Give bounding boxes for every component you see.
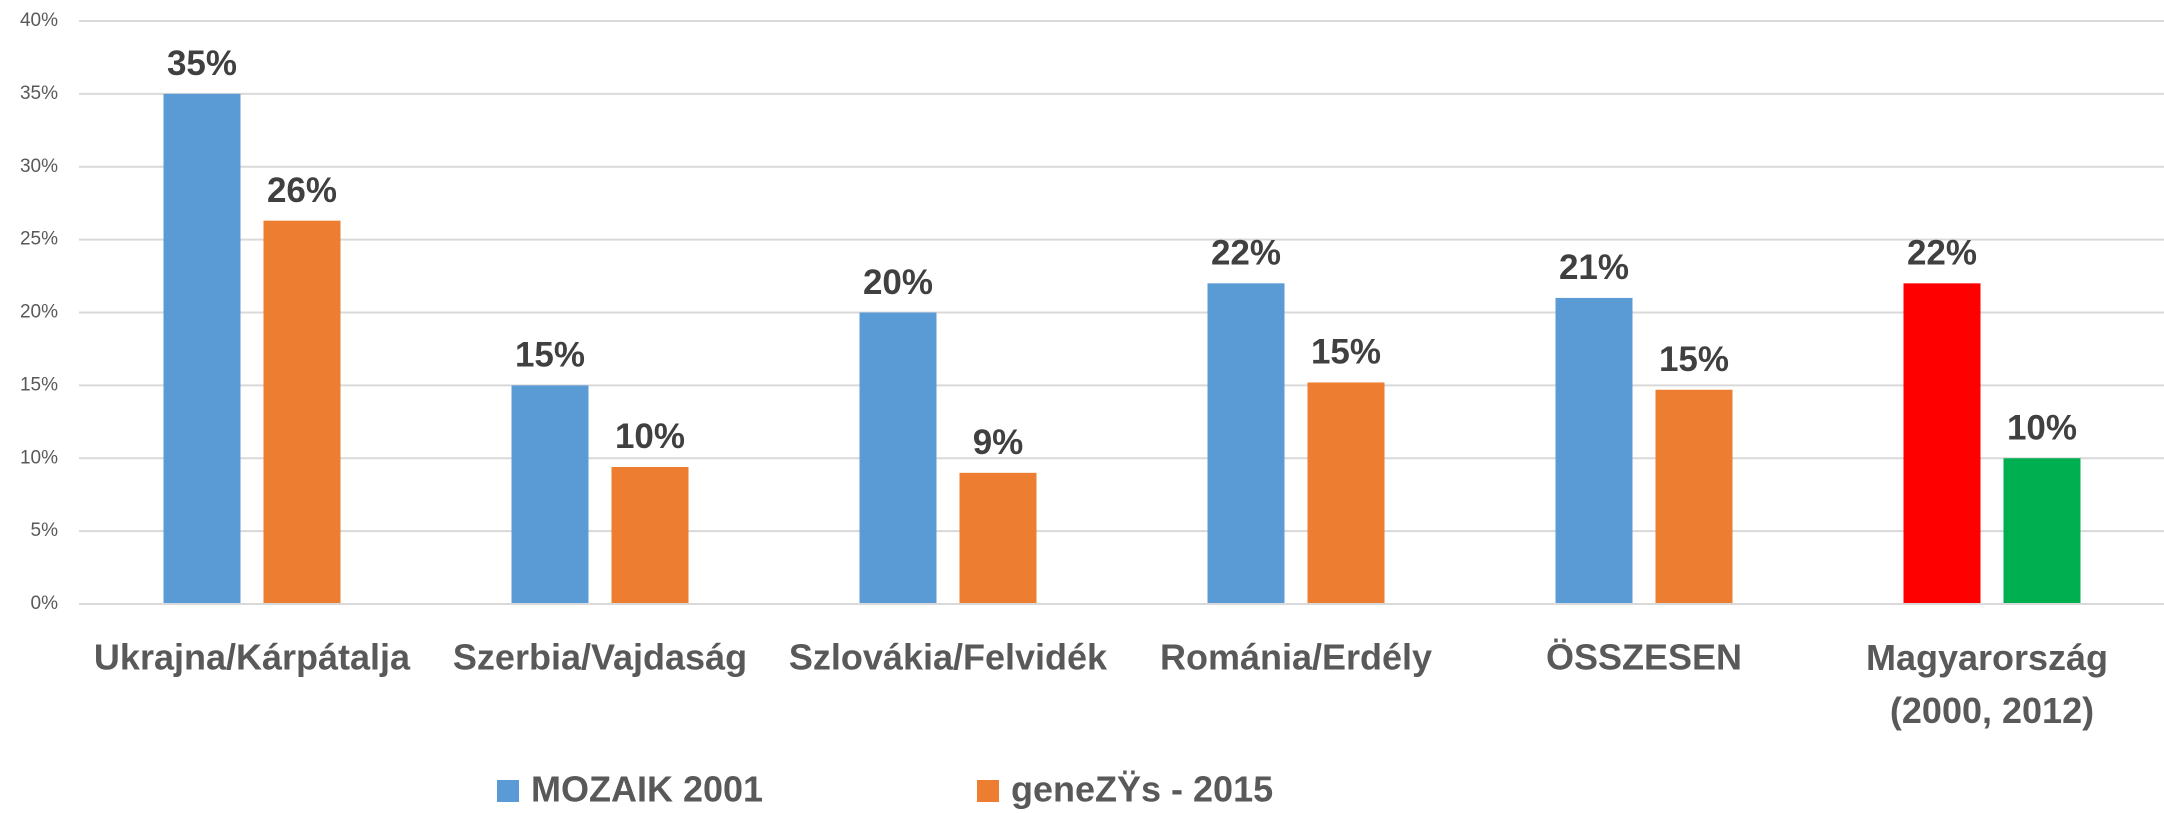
y-tick-label: 30% <box>20 156 58 177</box>
data-label: 10% <box>615 417 685 456</box>
data-label: 15% <box>515 336 585 375</box>
data-label: 15% <box>1659 340 1729 379</box>
y-tick-label: 0% <box>31 593 59 614</box>
data-label: 9% <box>973 423 1024 462</box>
x-tick-label: Szerbia/Vajdaság <box>453 637 747 678</box>
legend-swatch <box>497 780 519 802</box>
x-tick-label: Szlovákia/Felvidék <box>789 637 1108 678</box>
y-tick-label: 25% <box>20 229 58 250</box>
bar <box>1655 389 1733 604</box>
legend-label: MOZAIK 2001 <box>531 769 763 810</box>
y-tick-label: 20% <box>20 302 58 323</box>
bar <box>263 220 341 605</box>
data-label: 22% <box>1211 234 1281 273</box>
y-tick-label: 10% <box>20 447 58 468</box>
data-label: 10% <box>2007 409 2077 448</box>
bar <box>163 93 241 604</box>
bar <box>1307 382 1385 604</box>
bar <box>1903 283 1981 604</box>
bar <box>859 312 937 604</box>
data-label: 26% <box>267 171 337 210</box>
data-label: 15% <box>1311 333 1381 372</box>
data-label: 35% <box>167 44 237 83</box>
data-label: 21% <box>1559 248 1629 287</box>
bar <box>959 472 1037 604</box>
x-tick-label: Románia/Erdély <box>1160 637 1432 678</box>
bar <box>1555 297 1633 604</box>
x-tick-label: Ukrajna/Kárpátalja <box>94 637 411 678</box>
x-tick-label: Magyarország (2000, 2012) <box>1866 637 2118 731</box>
y-tick-label: 5% <box>31 520 59 541</box>
x-tick-label: ÖSSZESEN <box>1546 637 1742 678</box>
legend-label: geneZŸs - 2015 <box>1011 769 1273 810</box>
bar <box>1207 283 1285 604</box>
data-label: 22% <box>1907 234 1977 273</box>
bar <box>611 466 689 604</box>
bar <box>511 385 589 604</box>
y-tick-label: 35% <box>20 83 58 104</box>
y-tick-label: 15% <box>20 374 58 395</box>
y-tick-label: 40% <box>20 10 58 31</box>
bar <box>2003 458 2081 604</box>
legend-swatch <box>977 780 999 802</box>
data-label: 20% <box>863 263 933 302</box>
